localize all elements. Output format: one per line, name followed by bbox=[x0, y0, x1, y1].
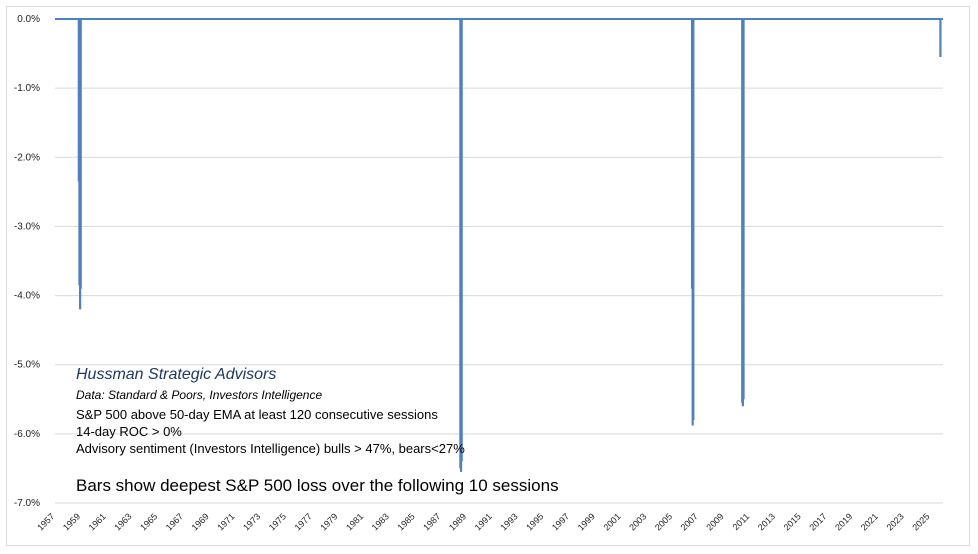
x-tick-label: 1967 bbox=[164, 511, 185, 532]
x-tick-label: 2011 bbox=[731, 511, 752, 532]
x-tick-label: 1987 bbox=[421, 511, 442, 532]
condition-line-1: S&P 500 above 50-day EMA at least 120 co… bbox=[76, 407, 438, 422]
x-tick-label: 2005 bbox=[653, 511, 674, 532]
brand-label: Hussman Strategic Advisors bbox=[76, 366, 277, 383]
x-tick-label: 1965 bbox=[138, 511, 159, 532]
gridlines bbox=[55, 18, 943, 504]
x-tick-label: 1999 bbox=[576, 511, 597, 532]
x-tick-label: 1975 bbox=[267, 511, 288, 532]
y-tick-label: -3.0% bbox=[14, 221, 40, 232]
bars-note: Bars show deepest S&P 500 loss over the … bbox=[76, 476, 559, 495]
x-tick-label: 1995 bbox=[524, 511, 545, 532]
y-tick-label: 0.0% bbox=[17, 14, 40, 25]
y-tick-label: -5.0% bbox=[14, 360, 40, 371]
x-tick-label: 1993 bbox=[498, 511, 519, 532]
x-tick-label: 1971 bbox=[215, 511, 236, 532]
x-tick-label: 2021 bbox=[859, 511, 880, 532]
x-tick-label: 2015 bbox=[782, 511, 803, 532]
x-axis-labels: 1957 1959 1961 1963 1965 1967 1969 1971 1973 1975… bbox=[35, 511, 931, 532]
x-tick-label: 1983 bbox=[370, 511, 391, 532]
x-tick-label: 1961 bbox=[87, 511, 108, 532]
y-tick-label: -6.0% bbox=[14, 429, 40, 440]
x-tick-label: 1963 bbox=[112, 511, 133, 532]
condition-line-2: 14-day ROC > 0% bbox=[76, 424, 182, 439]
x-tick-label: 2013 bbox=[756, 511, 777, 532]
x-tick-label: 1997 bbox=[550, 511, 571, 532]
y-axis-labels: 0.0% -1.0% -2.0% -3.0% -4.0% -5.0% -6.0% -7.0% bbox=[14, 14, 40, 509]
chart-plot: 0.0%-1.0%-2.0%-3.0%-4.0%-5.0%-6.0%-7.0% … bbox=[14, 14, 943, 533]
y-tick-label: -2.0% bbox=[14, 152, 40, 163]
x-tick-label: 2025 bbox=[910, 511, 931, 532]
chart-frame: 0.0% -1.0% -2.0% -3.0% -4.0% -5.0% -6.0% -7.0% … bbox=[6, 6, 970, 546]
x-tick-label: 1989 bbox=[447, 511, 468, 532]
x-tick-label: 1969 bbox=[190, 511, 211, 532]
x-tick-label: 2019 bbox=[833, 511, 854, 532]
y-tick-label: -1.0% bbox=[14, 83, 40, 94]
y-tick-label: -4.0% bbox=[14, 291, 40, 302]
x-tick-label: 1973 bbox=[241, 511, 262, 532]
x-tick-label: 1991 bbox=[473, 511, 494, 532]
source-label: Data: Standard & Poors, Investors Intell… bbox=[76, 388, 323, 402]
y-tick-label: -7.0% bbox=[14, 498, 40, 509]
x-tick-label: 1985 bbox=[396, 511, 417, 532]
x-tick-label: 2017 bbox=[807, 511, 828, 532]
x-tick-label: 2023 bbox=[885, 511, 906, 532]
x-tick-label: 2007 bbox=[679, 511, 700, 532]
x-tick-label: 1959 bbox=[61, 511, 82, 532]
condition-line-3: Advisory sentiment (Investors Intelligen… bbox=[76, 441, 465, 456]
x-tick-label: 1981 bbox=[344, 511, 365, 532]
x-tick-label: 2003 bbox=[627, 511, 648, 532]
bars bbox=[55, 18, 943, 472]
x-tick-label: 2009 bbox=[704, 511, 725, 532]
x-tick-label: 2001 bbox=[601, 511, 622, 532]
x-tick-label: 1977 bbox=[293, 511, 314, 532]
x-tick-label: 1957 bbox=[35, 511, 56, 532]
x-tick-label: 1979 bbox=[318, 511, 339, 532]
